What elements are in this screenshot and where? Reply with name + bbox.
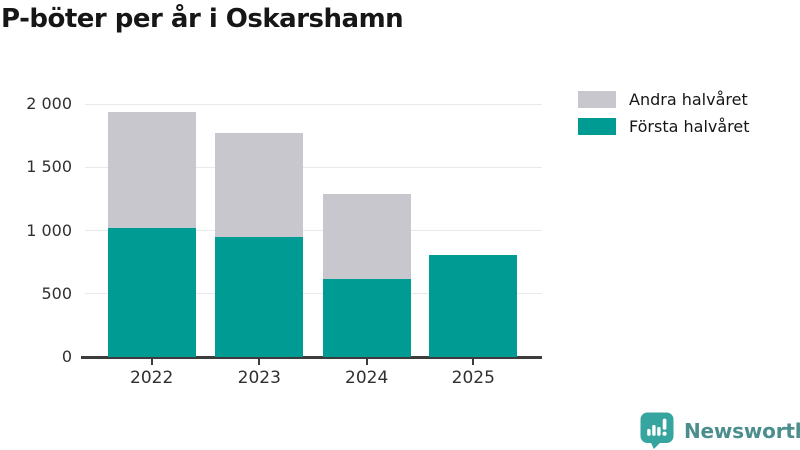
x-tick-2023 <box>258 359 261 365</box>
bar-segment-2022-andra-halvåret <box>107 111 196 228</box>
legend-item-1: Första halvåret <box>578 117 750 136</box>
bar-segment-2023-andra-halvåret <box>215 133 304 237</box>
mini-bar-chart-glyph <box>647 418 667 436</box>
x-axis-line <box>81 356 542 359</box>
speech-bubble-shape <box>640 412 674 449</box>
legend: Andra halvåret Första halvåret <box>578 90 750 145</box>
x-axis-label-2024: 2024 <box>345 368 389 388</box>
gridline-2000 <box>85 103 542 105</box>
legend-swatch-1 <box>578 118 616 135</box>
x-axis-label-2025: 2025 <box>451 368 495 388</box>
x-tick-2025 <box>472 359 475 365</box>
bar-segment-2024-andra-halvåret <box>322 193 411 280</box>
chart-title: P-böter per år i Oskarshamn <box>1 4 404 34</box>
x-tick-2022 <box>150 359 153 365</box>
newsworthy-wordmark: Newsworthy <box>684 418 800 443</box>
y-axis-label-1500: 1 500 <box>26 157 72 177</box>
gridline-500 <box>85 293 542 295</box>
legend-label-1: Första halvåret <box>629 117 750 136</box>
legend-item-0: Andra halvåret <box>578 90 750 109</box>
bar-segment-2025-första-halvåret <box>429 254 518 357</box>
y-axis-label-0: 0 <box>61 347 72 366</box>
bar-segment-2024-första-halvåret <box>322 279 411 357</box>
y-axis-label-2000: 2 000 <box>26 94 72 113</box>
gridline-1500 <box>85 166 542 168</box>
legend-swatch-0 <box>578 91 616 108</box>
x-tick-2024 <box>365 359 368 365</box>
x-axis-label-2022: 2022 <box>130 368 174 388</box>
y-axis-label-1000: 1 000 <box>26 220 72 240</box>
newsworthy-bubble-chart-icon <box>640 412 674 449</box>
x-axis-label-2023: 2023 <box>237 368 281 388</box>
gridline-1000 <box>85 230 542 231</box>
legend-label-0: Andra halvåret <box>629 90 748 109</box>
bar-segment-2022-första-halvåret <box>107 227 196 357</box>
newsworthy-logo: Newsworthy <box>640 412 800 449</box>
y-axis-label-500: 500 <box>41 283 72 303</box>
bar-segment-2023-första-halvåret <box>215 236 304 357</box>
plot-area: 2022 2023 2024 2025 <box>81 103 542 388</box>
